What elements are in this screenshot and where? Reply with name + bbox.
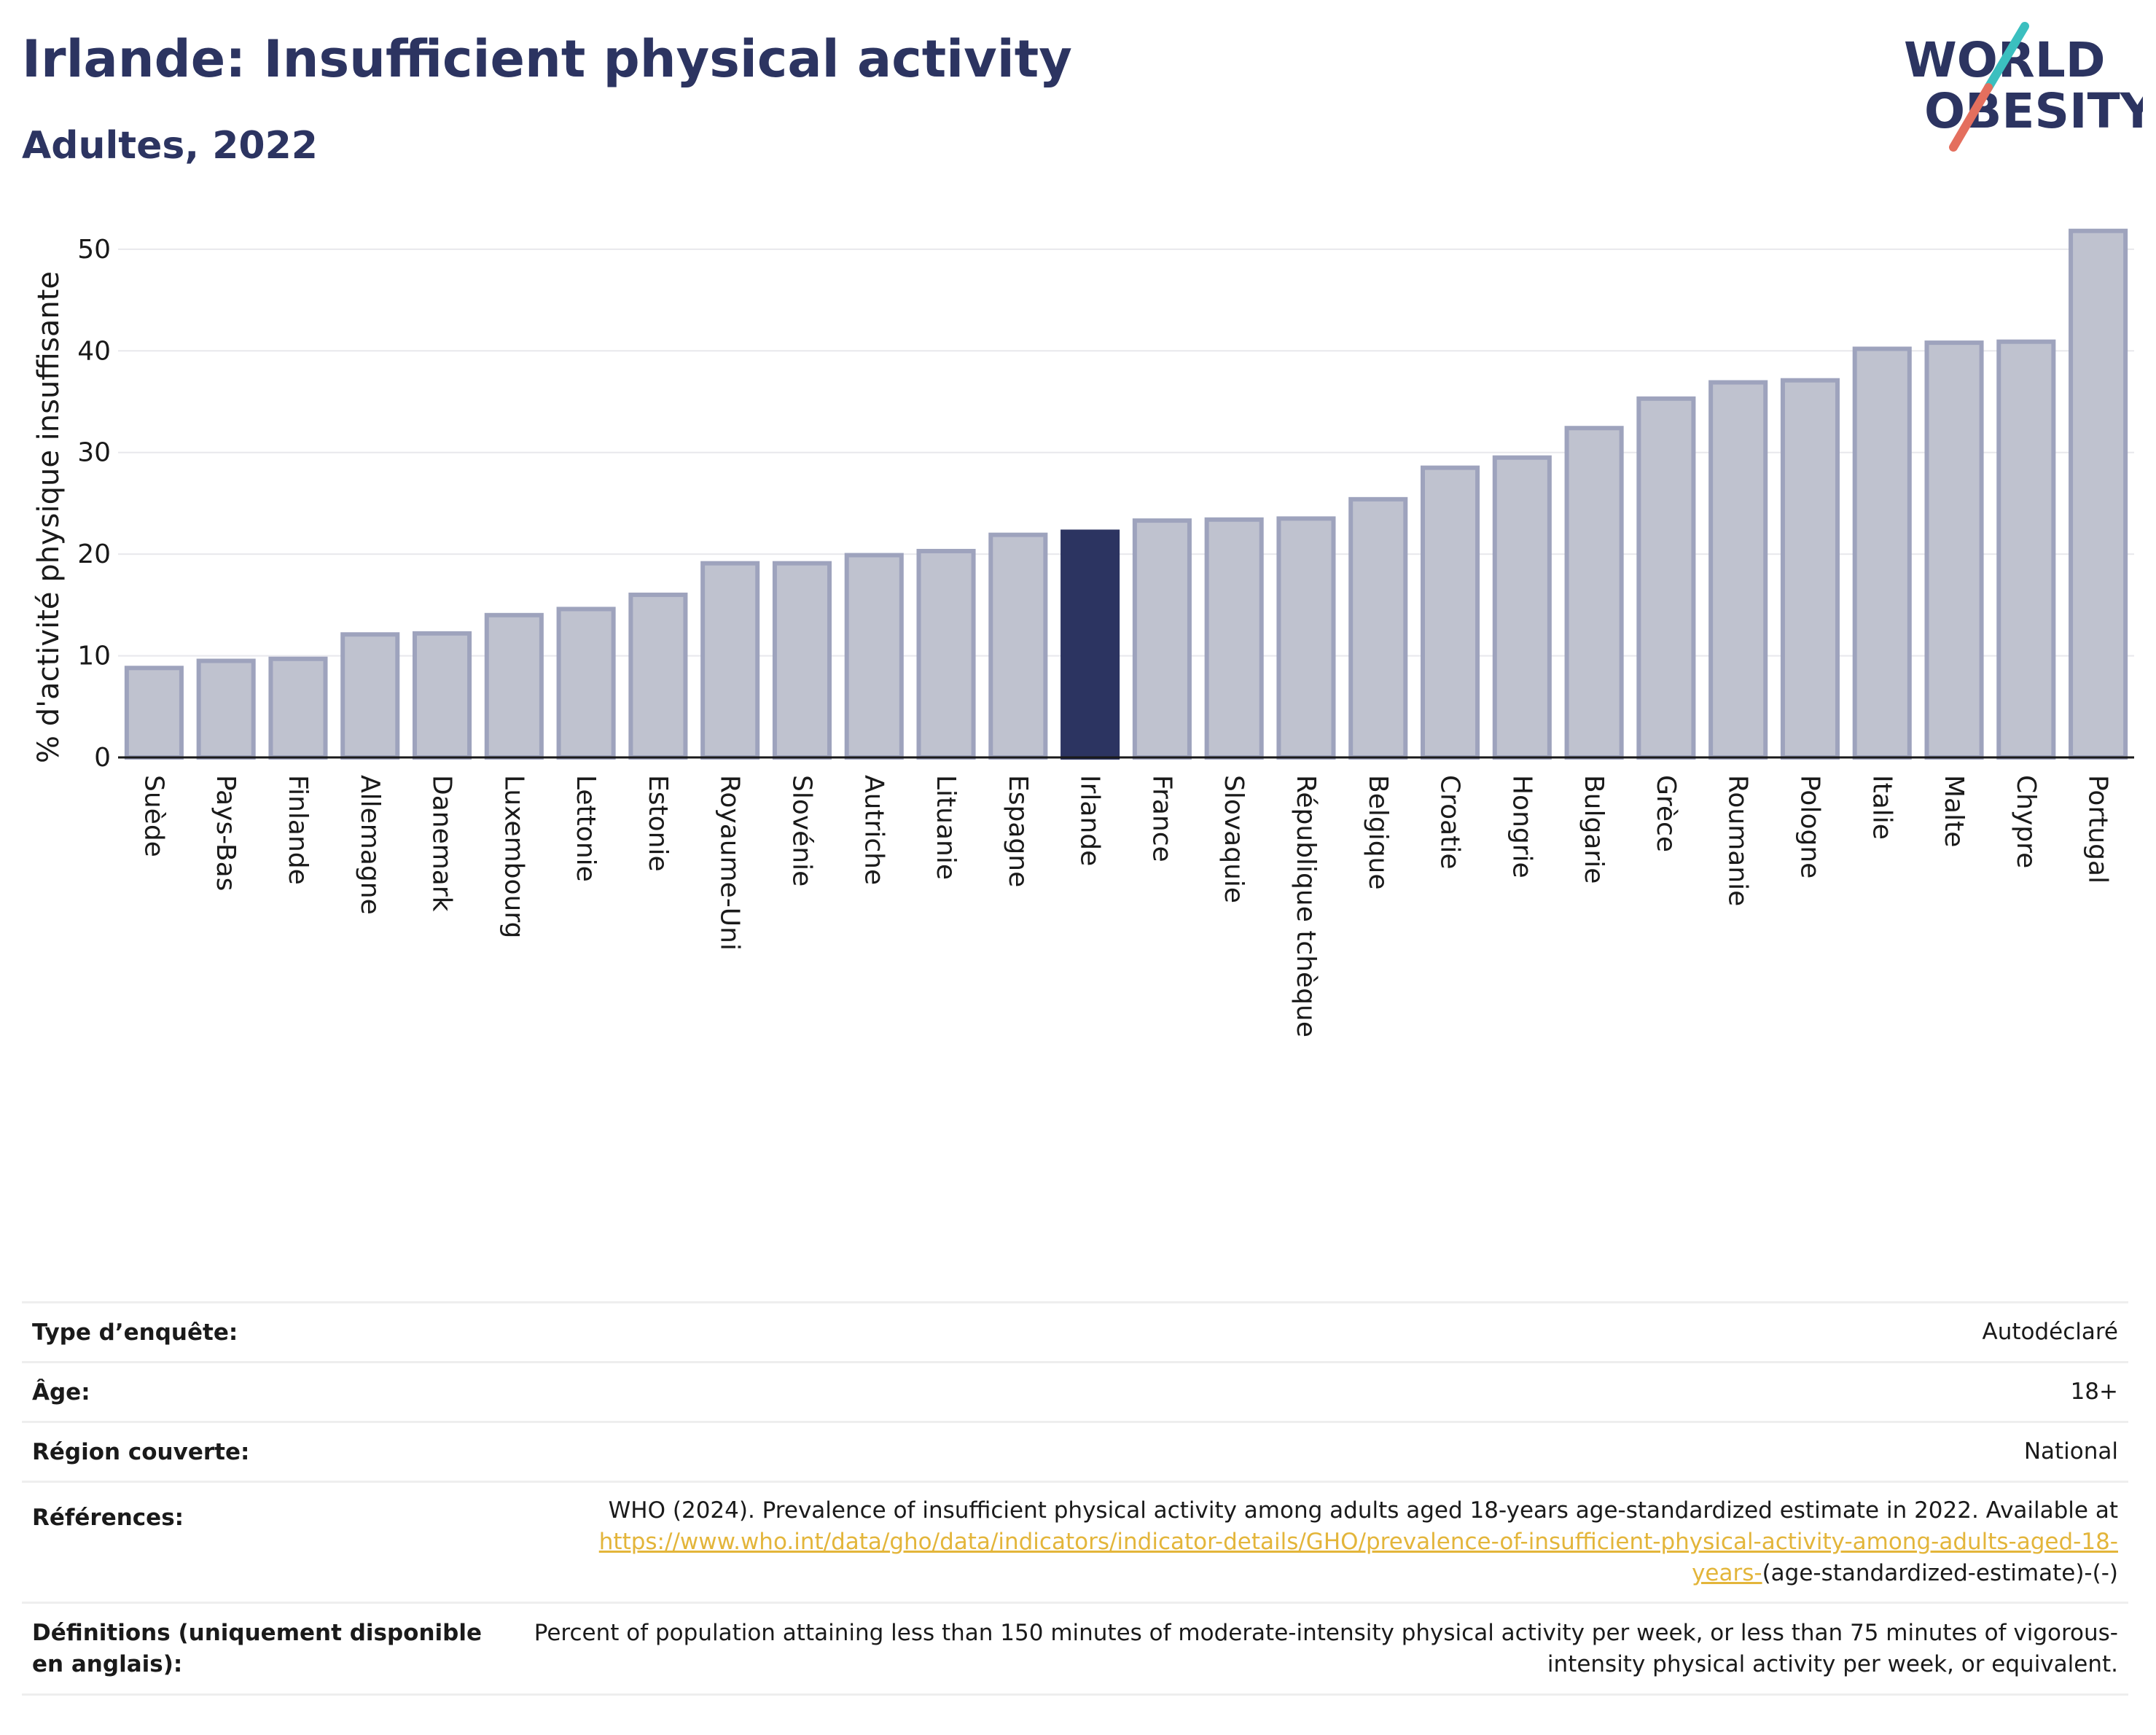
x-tick-label: Croatie (1435, 775, 1465, 869)
page-title: Irlande: Insufficient physical activity (22, 29, 1072, 89)
bar-malte[interactable] (1924, 340, 1984, 760)
bar-pologne[interactable] (1780, 378, 1840, 760)
bar-slovaquie[interactable] (1204, 517, 1264, 760)
x-tick-label: Pologne (1794, 775, 1824, 878)
x-tick-label: Roumanie (1723, 775, 1753, 906)
x-tick-labels: Suède Pays-Bas Finlande Allemagne Danemark Lu… (138, 775, 2112, 1037)
meta-row-definitions: Définitions (uniquement disponible en an… (22, 1602, 2128, 1696)
y-ticks: 0 10 20 30 40 50 (77, 235, 111, 773)
y-tick-label: 0 (94, 743, 111, 773)
bar-allemagne[interactable] (340, 632, 400, 760)
y-tick-label: 50 (77, 235, 111, 265)
x-tick-label: France (1147, 775, 1176, 862)
bar-république-tchèque[interactable] (1276, 516, 1336, 760)
y-tick-label: 20 (77, 539, 111, 569)
page-subtitle: Adultes, 2022 (22, 124, 318, 168)
x-tick-label: Italie (1867, 775, 1897, 840)
bar-suède[interactable] (124, 666, 184, 760)
x-tick-label: Suède (138, 775, 168, 857)
world-obesity-logo: WORLD OBESITY (1904, 22, 2143, 152)
metadata-table: Type d’enquête: Autodéclaré Âge: 18+ Rég… (22, 1301, 2128, 1696)
y-tick-label: 10 (77, 642, 111, 671)
reference-link[interactable]: https://www.who.int/data/gho/data/indica… (598, 1529, 2118, 1586)
meta-row-survey-type: Type d’enquête: Autodéclaré (22, 1301, 2128, 1362)
bar-autriche[interactable] (844, 553, 904, 760)
bar-grèce[interactable] (1636, 396, 1696, 760)
y-tick-label: 30 (77, 438, 111, 468)
bar-chypre[interactable] (1996, 339, 2056, 760)
x-tick-label: Danemark (427, 775, 457, 912)
x-tick-label: Slovaquie (1219, 775, 1249, 903)
x-tick-label: Lettonie (571, 775, 601, 882)
bar-royaume-uni[interactable] (700, 561, 760, 760)
x-tick-label: Espagne (1003, 775, 1033, 887)
bar-danemark[interactable] (412, 631, 472, 760)
reference-suffix: (age-standardized-estimate)-(-) (1762, 1560, 2118, 1586)
x-tick-label: Grèce (1651, 775, 1681, 852)
y-axis-label: % d'activité physique insuffisante (32, 271, 66, 763)
meta-value: National (523, 1421, 2128, 1482)
x-tick-label: Irlande (1075, 775, 1105, 866)
bar-italie[interactable] (1852, 346, 1912, 760)
bar-belgique[interactable] (1348, 496, 1408, 760)
meta-row-references: Références: WHO (2024). Prevalence of in… (22, 1481, 2128, 1603)
bar-estonie[interactable] (628, 592, 688, 760)
bar-lettonie[interactable] (556, 607, 616, 760)
x-tick-label: Portugal (2083, 775, 2113, 884)
x-tick-label: Luxembourg (499, 775, 528, 938)
meta-value: WHO (2024). Prevalence of insufficient p… (523, 1481, 2128, 1603)
meta-label: Références: (22, 1481, 523, 1603)
meta-label: Région couverte: (22, 1421, 523, 1482)
meta-value: 18+ (523, 1361, 2128, 1422)
x-tick-label: Royaume-Uni (715, 775, 745, 951)
bar-irlande[interactable] (1061, 529, 1120, 760)
bars-layer (124, 228, 2128, 760)
meta-value: Autodéclaré (523, 1301, 2128, 1362)
x-tick-label: République tchèque (1291, 775, 1321, 1037)
y-tick-label: 40 (77, 336, 111, 366)
x-tick-label: Estonie (643, 775, 673, 872)
bar-roumanie[interactable] (1708, 380, 1768, 760)
x-tick-label: Malte (1939, 775, 1969, 847)
bar-bulgarie[interactable] (1564, 426, 1624, 760)
meta-row-age: Âge: 18+ (22, 1361, 2128, 1422)
logo-slash-coral (1949, 83, 1993, 152)
x-tick-label: Finlande (283, 775, 313, 885)
x-tick-label: Lituanie (931, 775, 961, 880)
bar-lituanie[interactable] (916, 548, 976, 760)
logo-slash-teal (1984, 22, 2029, 92)
meta-label: Définitions (uniquement disponible en an… (22, 1602, 523, 1696)
meta-value: Percent of population attaining less tha… (523, 1602, 2128, 1696)
x-tick-label: Autriche (859, 775, 888, 885)
bar-chart: 0 10 20 30 40 50 Suède Pays-Bas Finlande Allemag… (32, 228, 2134, 1037)
bar-espagne[interactable] (988, 532, 1048, 760)
meta-label: Âge: (22, 1361, 523, 1422)
x-tick-label: Belgique (1363, 775, 1393, 890)
bar-pays-bas[interactable] (196, 658, 256, 760)
bar-finlande[interactable] (268, 656, 328, 760)
x-tick-label: Bulgarie (1579, 775, 1609, 884)
x-tick-label: Slovénie (786, 775, 816, 886)
meta-row-region: Région couverte: National (22, 1421, 2128, 1482)
bar-croatie[interactable] (1420, 465, 1480, 760)
x-tick-label: Hongrie (1507, 775, 1536, 878)
meta-label: Type d’enquête: (22, 1301, 523, 1362)
x-tick-label: Pays-Bas (211, 775, 241, 891)
bar-portugal[interactable] (2069, 228, 2128, 760)
bar-luxembourg[interactable] (484, 612, 544, 760)
bar-hongrie[interactable] (1492, 455, 1552, 760)
x-tick-label: Allemagne (355, 775, 385, 915)
bar-france[interactable] (1132, 518, 1192, 760)
bar-slovénie[interactable] (772, 561, 832, 760)
x-tick-label: Chypre (2011, 775, 2041, 868)
reference-text: WHO (2024). Prevalence of insufficient p… (608, 1497, 2118, 1524)
